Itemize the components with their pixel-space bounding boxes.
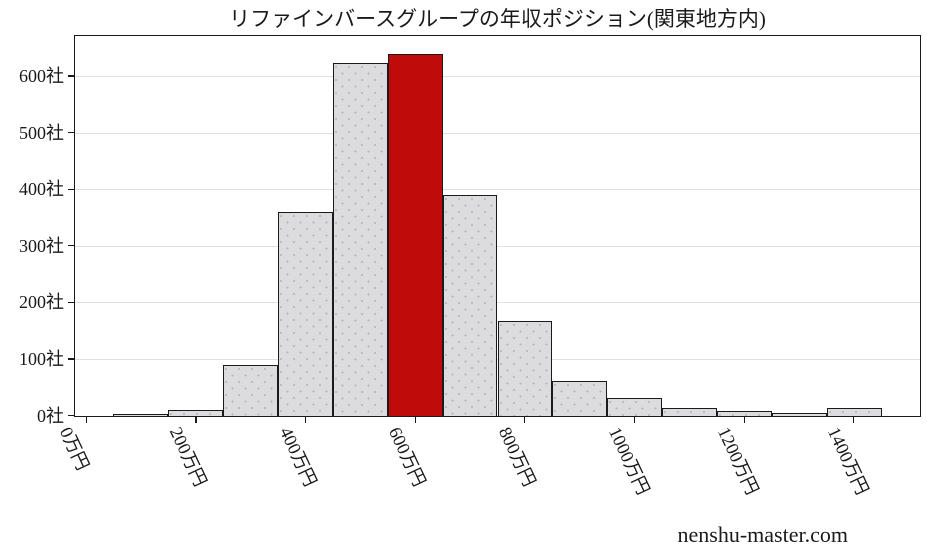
histogram-bar: [442, 194, 498, 416]
x-tick-label: 1200万円: [713, 424, 763, 498]
x-tick-mark: [743, 417, 745, 423]
histogram-bar: [497, 321, 553, 416]
plot-area: [74, 35, 921, 417]
x-tick-mark: [305, 417, 307, 423]
x-tick-mark: [85, 417, 88, 423]
y-tick-mark: [68, 414, 74, 417]
y-tick-label: 600社: [19, 66, 64, 87]
x-tick-label: 400万円: [275, 424, 321, 490]
y-tick-mark: [68, 75, 74, 77]
histogram-bar: [662, 407, 717, 416]
y-tick-label: 400社: [19, 179, 64, 200]
y-tick-mark: [68, 358, 74, 360]
y-tick-mark: [68, 245, 74, 247]
y-tick-mark: [68, 301, 74, 303]
x-tick-mark: [633, 417, 636, 423]
histogram-bar: [552, 380, 608, 416]
x-tick-label: 1000万円: [604, 424, 653, 498]
y-tick-label: 100社: [19, 348, 64, 369]
gridline: [75, 189, 920, 191]
x-tick-label: 200万円: [165, 424, 211, 490]
watermark: nenshu-master.com: [677, 522, 848, 547]
histogram-bar: [716, 411, 772, 416]
y-tick-mark: [68, 132, 74, 134]
histogram-bar: [826, 407, 882, 416]
gridline: [75, 245, 920, 247]
x-tick-label: 1400万円: [823, 424, 873, 498]
x-tick-mark: [195, 417, 197, 423]
x-tick-label: 0万円: [56, 424, 94, 474]
chart-title: リファインバースグループの年収ポジション(関東地方内): [229, 7, 766, 31]
gridline: [75, 76, 920, 78]
x-tick-mark: [524, 417, 526, 423]
x-tick-label: 600万円: [385, 424, 430, 490]
histogram-bar: [332, 63, 388, 416]
histogram-bar: [607, 397, 663, 416]
x-tick-mark: [414, 417, 416, 423]
gridline: [75, 132, 920, 134]
histogram-bar: [223, 364, 278, 416]
histogram-bar: [278, 211, 333, 416]
y-tick-mark: [68, 188, 74, 190]
y-tick-label: 0社: [37, 405, 64, 426]
histogram-bar-highlighted: [387, 54, 443, 416]
bars-layer: [75, 36, 920, 416]
histogram-bar: [771, 413, 827, 416]
x-tick-mark: [853, 417, 855, 423]
histogram-bar: [113, 414, 169, 416]
y-tick-label: 500社: [19, 122, 64, 143]
x-tick-label: 800万円: [494, 424, 540, 490]
y-tick-label: 200社: [19, 292, 64, 313]
histogram-bar: [168, 409, 224, 416]
y-tick-label: 300社: [19, 235, 64, 256]
gridline: [75, 302, 920, 304]
